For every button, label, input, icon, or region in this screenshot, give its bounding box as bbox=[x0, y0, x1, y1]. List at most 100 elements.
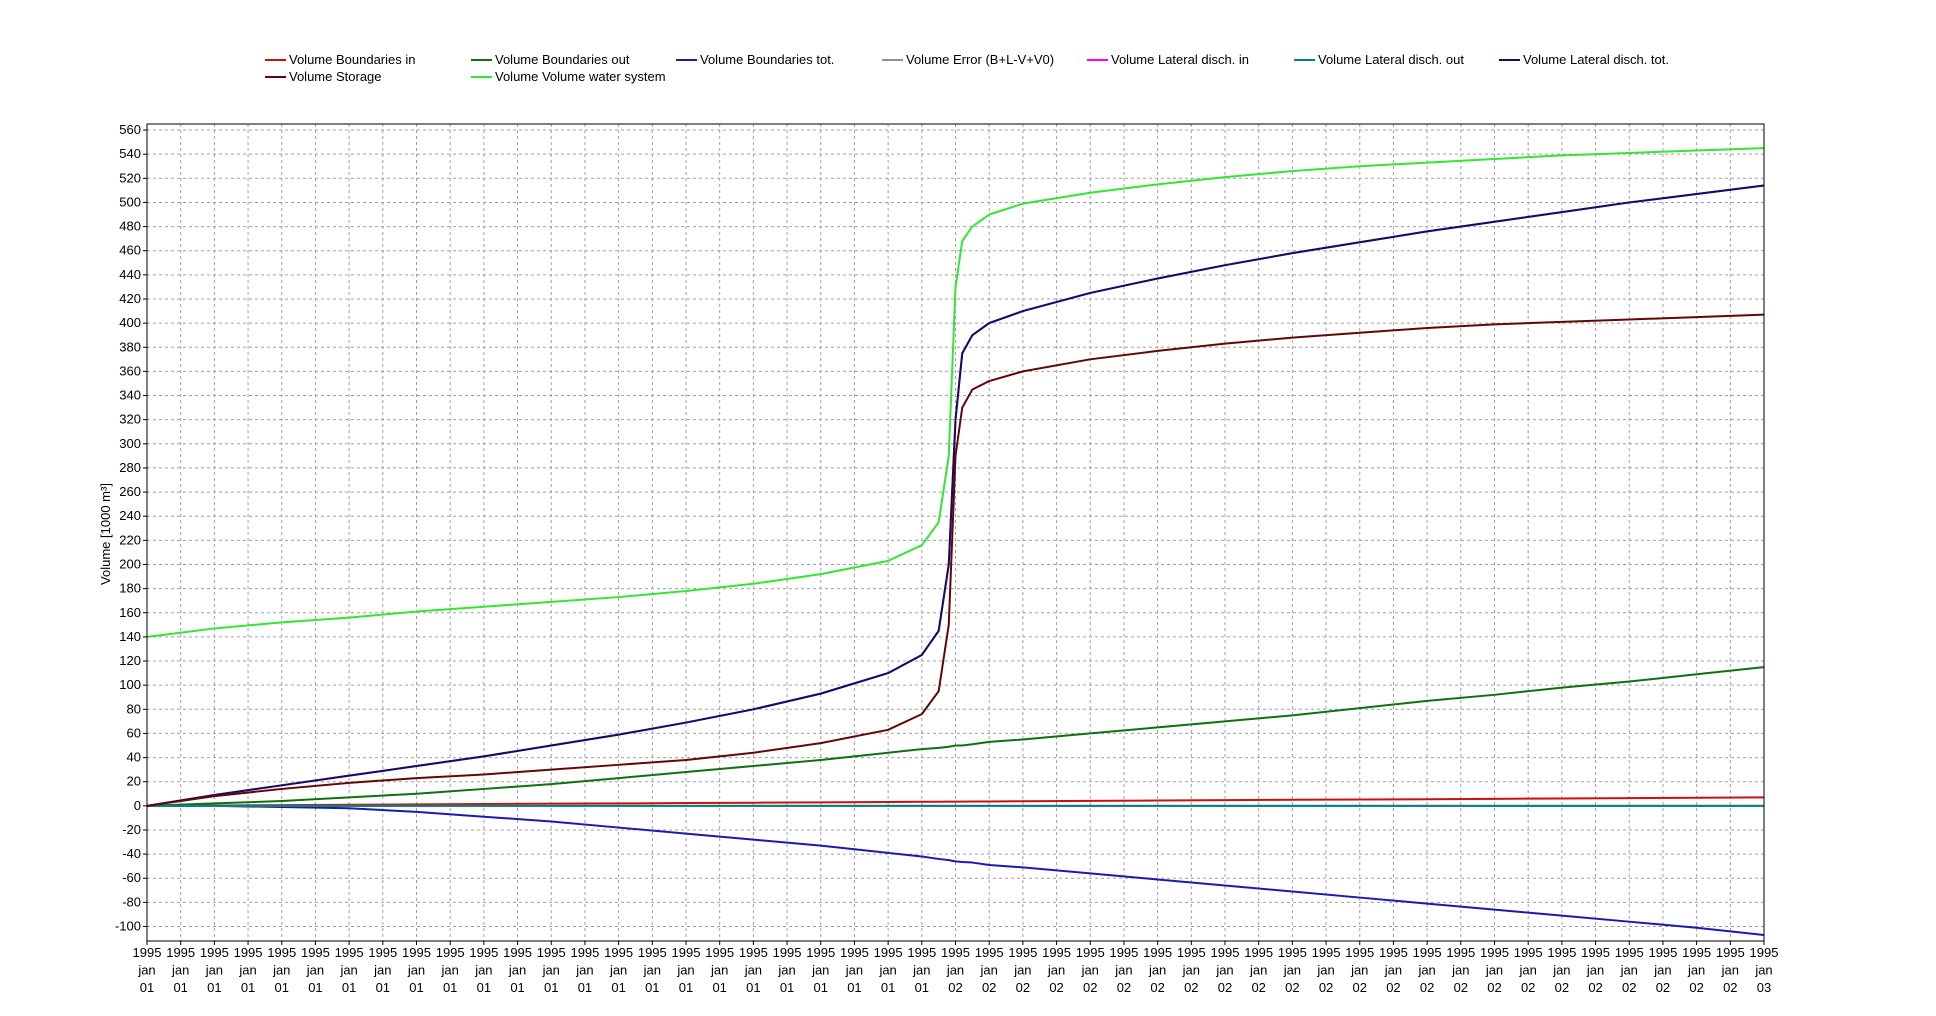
x-tick-label: 1995 bbox=[503, 945, 532, 960]
y-tick-label: 140 bbox=[119, 629, 141, 644]
x-tick-label: 01 bbox=[578, 980, 592, 995]
x-tick-label: 01 bbox=[544, 980, 558, 995]
x-tick-label: jan bbox=[777, 963, 795, 978]
y-tick-label: -60 bbox=[122, 870, 141, 885]
y-tick-label: 560 bbox=[119, 122, 141, 137]
x-tick-label: 01 bbox=[308, 980, 322, 995]
y-tick-label: 320 bbox=[119, 412, 141, 427]
x-tick-label: 1995 bbox=[1750, 945, 1779, 960]
x-tick-label: jan bbox=[710, 963, 728, 978]
series-line bbox=[147, 796, 1764, 807]
x-tick-label: jan bbox=[171, 963, 189, 978]
x-tick-label: 1995 bbox=[705, 945, 734, 960]
x-tick-label: 02 bbox=[1588, 980, 1602, 995]
x-tick-label: 1995 bbox=[1716, 945, 1745, 960]
x-tick-label: 01 bbox=[443, 980, 457, 995]
x-tick-label: jan bbox=[1350, 963, 1368, 978]
legend-label: Volume Lateral disch. in bbox=[1111, 52, 1249, 67]
x-tick-label: jan bbox=[811, 963, 829, 978]
x-tick-label: 02 bbox=[1420, 980, 1434, 995]
y-tick-label: 220 bbox=[119, 532, 141, 547]
x-tick-label: 01 bbox=[173, 980, 187, 995]
y-tick-label: 440 bbox=[119, 267, 141, 282]
x-tick-label: jan bbox=[1485, 963, 1503, 978]
x-tick-label: jan bbox=[1754, 963, 1772, 978]
x-tick-label: 02 bbox=[1285, 980, 1299, 995]
x-tick-label: 1995 bbox=[1514, 945, 1543, 960]
x-tick-label: 01 bbox=[510, 980, 524, 995]
y-tick-label: 100 bbox=[119, 677, 141, 692]
x-tick-label: jan bbox=[609, 963, 627, 978]
x-tick-label: jan bbox=[845, 963, 863, 978]
plot-frame bbox=[146, 123, 1765, 942]
x-tick-label: 1995 bbox=[1177, 945, 1206, 960]
legend-label: Volume Boundaries out bbox=[495, 52, 630, 67]
x-tick-label: 02 bbox=[1622, 980, 1636, 995]
x-tick-label: 02 bbox=[1723, 980, 1737, 995]
x-tick-label: jan bbox=[339, 963, 357, 978]
x-tick-label: 1995 bbox=[604, 945, 633, 960]
x-tick-label: jan bbox=[575, 963, 593, 978]
x-tick-label: jan bbox=[744, 963, 762, 978]
x-tick-label: 01 bbox=[376, 980, 390, 995]
x-tick-label: jan bbox=[980, 963, 998, 978]
x-tick-label: 1995 bbox=[1312, 945, 1341, 960]
x-tick-label: 1995 bbox=[1278, 945, 1307, 960]
x-tick-label: jan bbox=[373, 963, 391, 978]
x-tick-label: 02 bbox=[1016, 980, 1030, 995]
x-tick-label: jan bbox=[1519, 963, 1537, 978]
legend-label: Volume Volume water system bbox=[495, 69, 666, 84]
y-tick-label: 160 bbox=[119, 605, 141, 620]
x-tick-label: 01 bbox=[342, 980, 356, 995]
x-tick-label: jan bbox=[878, 963, 896, 978]
x-tick-label: 1995 bbox=[469, 945, 498, 960]
legend-label: Volume Boundaries in bbox=[289, 52, 415, 67]
series-line bbox=[147, 147, 1764, 638]
legend-label: Volume Error (B+L-V+V0) bbox=[906, 52, 1054, 67]
plot-lines bbox=[147, 147, 1764, 936]
x-tick-label: 1995 bbox=[907, 945, 936, 960]
y-tick-label: 340 bbox=[119, 388, 141, 403]
x-tick-label: 1995 bbox=[874, 945, 903, 960]
y-tick-label: 280 bbox=[119, 460, 141, 475]
x-tick-label: 1995 bbox=[806, 945, 835, 960]
y-tick-label: 80 bbox=[127, 701, 141, 716]
x-tick-label: 1995 bbox=[1379, 945, 1408, 960]
x-tick-label: 01 bbox=[241, 980, 255, 995]
x-tick-label: jan bbox=[1721, 963, 1739, 978]
x-tick-label: 1995 bbox=[773, 945, 802, 960]
x-tick-label: jan bbox=[1451, 963, 1469, 978]
x-tick-label: jan bbox=[272, 963, 290, 978]
y-tick-label: 520 bbox=[119, 170, 141, 185]
y-tick-label: 120 bbox=[119, 653, 141, 668]
x-tick-label: jan bbox=[1182, 963, 1200, 978]
y-tick-label: 0 bbox=[134, 798, 141, 813]
y-tick-label: 260 bbox=[119, 484, 141, 499]
x-tick-label: 1995 bbox=[1446, 945, 1475, 960]
x-tick-label: 1995 bbox=[975, 945, 1004, 960]
x-tick-label: 02 bbox=[1555, 980, 1569, 995]
x-tick-label: jan bbox=[1653, 963, 1671, 978]
x-tick-label: 01 bbox=[409, 980, 423, 995]
y-tick-label: 240 bbox=[119, 508, 141, 523]
x-tick-label: 1995 bbox=[200, 945, 229, 960]
x-tick-label: 01 bbox=[712, 980, 726, 995]
x-tick-label: 01 bbox=[814, 980, 828, 995]
x-tick-label: 1995 bbox=[941, 945, 970, 960]
y-tick-label: 20 bbox=[127, 774, 141, 789]
series-line bbox=[147, 184, 1764, 807]
x-tick-label: jan bbox=[238, 963, 256, 978]
legend-label: Volume Lateral disch. out bbox=[1318, 52, 1464, 67]
x-tick-label: 1995 bbox=[1211, 945, 1240, 960]
x-tick-label: 1995 bbox=[1682, 945, 1711, 960]
x-tick-label: 02 bbox=[1184, 980, 1198, 995]
x-tick-label: 02 bbox=[1454, 980, 1468, 995]
tick-labels: -100-80-60-40-20020406080100120140160180… bbox=[115, 122, 1778, 995]
x-tick-label: 1995 bbox=[672, 945, 701, 960]
x-tick-label: jan bbox=[912, 963, 930, 978]
x-tick-label: 1995 bbox=[570, 945, 599, 960]
x-tick-label: 01 bbox=[881, 980, 895, 995]
y-tick-label: 420 bbox=[119, 291, 141, 306]
x-tick-label: jan bbox=[1687, 963, 1705, 978]
x-tick-label: 01 bbox=[679, 980, 693, 995]
